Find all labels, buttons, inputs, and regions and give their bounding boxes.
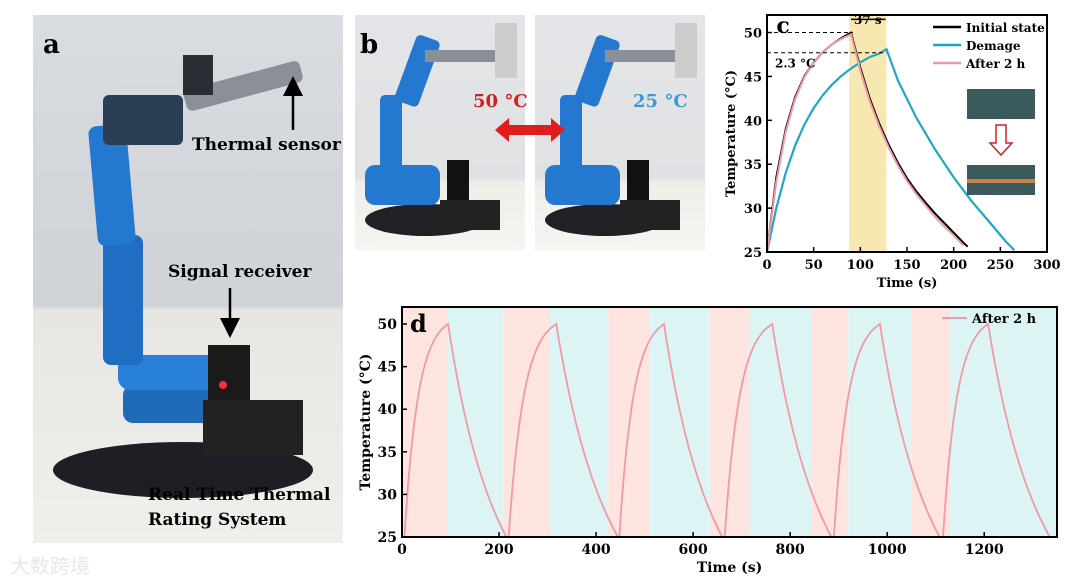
d-cycle-line-2 — [618, 322, 724, 538]
c-y-axis-label: Temperature (°C) — [724, 70, 739, 197]
c-legend-label-0: Initial state — [966, 21, 1045, 35]
robot-arm-illustration — [53, 55, 313, 498]
d-y-tick-label: 45 — [378, 360, 397, 376]
d-x-tick-label: 1000 — [868, 542, 907, 558]
d-cooling-band — [448, 307, 504, 537]
d-x-tick-label: 800 — [776, 542, 805, 558]
c-x-tick-label: 200 — [940, 258, 967, 273]
c-y-tick-label: 35 — [744, 158, 762, 173]
c-x-tick-label: 300 — [1033, 258, 1060, 273]
system-label-line2: Rating System — [148, 510, 287, 530]
d-cooling-band — [848, 307, 912, 537]
c-delay-annotation: 37 s — [854, 13, 882, 27]
d-heating-band — [710, 307, 749, 537]
d-cooling-band — [748, 307, 812, 537]
panel-b-label: b — [360, 30, 379, 60]
c-y-tick-label: 50 — [744, 27, 762, 42]
d-y-tick-label: 40 — [378, 402, 398, 418]
d-cycle-line-3 — [723, 322, 833, 538]
c-x-tick-label: 100 — [847, 258, 874, 273]
d-cycle-line-0 — [403, 322, 508, 538]
d-plot-frame — [401, 306, 1058, 538]
c-x-axis-label: Time (s) — [877, 276, 938, 291]
d-cooling-band — [950, 307, 1057, 537]
hot-temp-label: 50 °C — [473, 91, 528, 112]
c-legend-label-1: Demage — [966, 39, 1021, 53]
c-y-tick-label: 40 — [744, 114, 762, 129]
c-x-tick-label: 150 — [893, 258, 920, 273]
d-heating-band — [911, 307, 951, 537]
signal-receiver-label: Signal receiver — [168, 262, 312, 282]
d-x-axis-label: Time (s) — [697, 560, 762, 576]
d-cycle-line-1 — [507, 322, 619, 538]
c-legend-label-2: After 2 h — [965, 57, 1025, 71]
d-y-tick-label: 50 — [378, 317, 398, 333]
d-x-tick-label: 0 — [397, 542, 407, 558]
thermal-sensor-label: Thermal sensor — [192, 135, 341, 155]
c-inset-before — [967, 89, 1035, 119]
d-legend-label: After 2 h — [971, 312, 1037, 327]
d-heating-band — [402, 307, 449, 537]
d-y-tick-label: 25 — [378, 530, 397, 546]
d-x-tick-label: 600 — [678, 542, 707, 558]
double-arrow — [495, 118, 565, 142]
chart-d: d 0 200 400 600 800 1000 1200 25 30 35 40 45 50 Time (… — [358, 306, 1058, 576]
d-cooling-band — [649, 307, 711, 537]
chart-c: 37 s 2.3 °C c 0 50 100 150 200 250 300 25 30 35 40 45 5… — [724, 13, 1061, 291]
c-x-tick-label: 50 — [805, 258, 823, 273]
d-cycle-line-5 — [942, 322, 1051, 538]
hot-state-photo — [355, 15, 525, 250]
watermark: 大数跨境 — [10, 554, 90, 578]
d-y-tick-label: 30 — [378, 487, 398, 503]
c-y-tick-label: 25 — [744, 246, 762, 261]
c-x-tick-label: 0 — [762, 258, 771, 273]
system-label-line1: Real Time Thermal — [148, 485, 331, 505]
d-x-tick-label: 400 — [581, 542, 610, 558]
panel-d-label: d — [410, 309, 427, 338]
c-y-tick-label: 45 — [744, 70, 762, 85]
c-delta-annotation: 2.3 °C — [775, 57, 816, 71]
d-cycle-line-4 — [832, 322, 941, 538]
cold-state-photo — [535, 15, 705, 250]
c-series-line-2 — [766, 32, 964, 253]
d-y-tick-label: 35 — [378, 445, 397, 461]
d-y-axis-label: Temperature (°C) — [358, 354, 374, 491]
d-x-tick-label: 200 — [484, 542, 513, 558]
d-x-tick-label: 1200 — [965, 542, 1004, 558]
c-series-line-1 — [765, 47, 1016, 253]
panel-c-label: c — [776, 13, 789, 39]
c-plot-frame — [766, 14, 1048, 253]
c-inset-arrow — [988, 124, 1014, 157]
panel-a-label: a — [43, 30, 60, 60]
d-heating-band — [811, 307, 849, 537]
cold-temp-label: 25 °C — [633, 91, 688, 112]
robot-arm-photo — [33, 15, 343, 543]
c-y-tick-label: 30 — [744, 202, 762, 217]
c-x-tick-label: 250 — [987, 258, 1014, 273]
